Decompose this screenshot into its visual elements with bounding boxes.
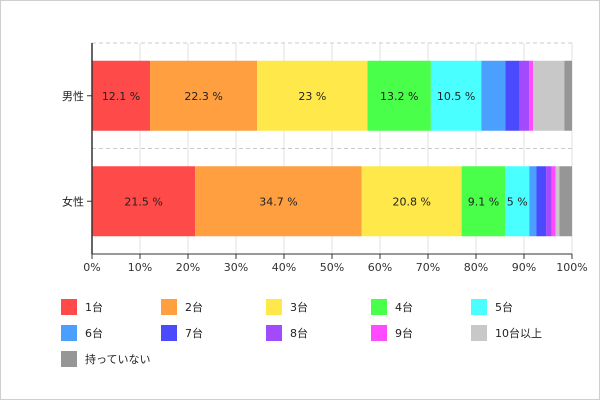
bar-segment — [195, 166, 362, 237]
legend-label: 10台以上 — [495, 327, 542, 340]
bar-segment — [529, 60, 534, 131]
x-tick-label: 10% — [128, 261, 152, 274]
x-tick-label: 40% — [272, 261, 296, 274]
data-label: 20.8 % — [392, 195, 430, 208]
bar-segment — [505, 166, 530, 237]
legend-label: 3台 — [290, 301, 308, 314]
x-tick-label: 90% — [512, 261, 536, 274]
legend-label: 2台 — [185, 301, 203, 314]
legend-label: 1台 — [85, 301, 103, 314]
legend-item: 6台 — [61, 325, 103, 341]
y-category-label: 男性 — [62, 89, 84, 103]
legend-item: 4台 — [371, 299, 413, 315]
x-tick-label: 80% — [464, 261, 488, 274]
legend-item: 2台 — [161, 299, 203, 315]
legend-item: 9台 — [371, 325, 413, 341]
bar-segment — [559, 166, 572, 237]
bar-segment — [92, 60, 151, 131]
bar-segment — [555, 166, 560, 237]
bar-segment — [536, 166, 547, 237]
data-label: 34.7 % — [259, 195, 297, 208]
data-label: 23 % — [298, 90, 326, 103]
x-tick-label: 50% — [320, 261, 344, 274]
data-label: 5 % — [507, 195, 528, 208]
bar-segment — [361, 166, 462, 237]
legend-swatch — [61, 299, 77, 315]
x-tick-label: 0% — [83, 261, 100, 274]
legend-swatch — [471, 299, 487, 315]
legend-swatch — [371, 299, 387, 315]
data-label: 9.1 % — [468, 195, 499, 208]
x-tick-label: 70% — [416, 261, 440, 274]
legend-item: 3台 — [266, 299, 308, 315]
data-label: 10.5 % — [437, 90, 475, 103]
data-label: 22.3 % — [184, 90, 222, 103]
x-tick-label: 20% — [176, 261, 200, 274]
legend-item: 1台 — [61, 299, 103, 315]
legend-swatch — [161, 325, 177, 341]
legend-swatch — [266, 325, 282, 341]
bar-segment — [533, 60, 565, 131]
legend-item: 5台 — [471, 299, 513, 315]
bar-segment — [367, 60, 431, 131]
legend-swatch — [161, 299, 177, 315]
data-label: 12.1 % — [102, 90, 140, 103]
legend-label: 持っていない — [85, 353, 151, 366]
bar-segment — [150, 60, 258, 131]
stacked-bar-chart: 0% 10% 20% 30% 40% 50% 60% 70% 80% 90% 100% 12.1 % 2… — [62, 42, 588, 274]
legend-swatch — [61, 325, 77, 341]
bar-segment — [430, 60, 482, 131]
x-tick-label: 60% — [368, 261, 392, 274]
bar-segment — [551, 166, 556, 237]
bar-segment — [481, 60, 506, 131]
bar-segment — [564, 60, 572, 131]
bar-segment — [546, 166, 552, 237]
legend-item: 7台 — [161, 325, 203, 341]
legend-swatch — [371, 325, 387, 341]
data-label: 21.5 % — [124, 195, 162, 208]
bar-segment — [257, 60, 368, 131]
data-label: 13.2 % — [380, 90, 418, 103]
bar-segment — [505, 60, 520, 131]
legend-label: 6台 — [85, 327, 103, 340]
legend-item: 持っていない — [61, 351, 150, 367]
legend-label: 4台 — [395, 301, 413, 314]
bar-segment — [92, 166, 196, 237]
legend-label: 7台 — [185, 327, 203, 340]
legend-item: 10台以上 — [471, 325, 542, 341]
legend-swatch — [471, 325, 487, 341]
x-tick-label: 100% — [556, 261, 587, 274]
legend-swatch — [266, 299, 282, 315]
bar-segment — [529, 166, 537, 237]
legend-label: 5台 — [495, 301, 513, 314]
bar-segment — [519, 60, 530, 131]
bar-segment — [461, 166, 506, 237]
legend-swatch — [61, 351, 77, 367]
legend-label: 9台 — [395, 327, 413, 340]
x-tick-label: 30% — [224, 261, 248, 274]
legend-item: 8台 — [266, 325, 308, 341]
y-category-label: 女性 — [62, 194, 84, 208]
legend-label: 8台 — [290, 327, 308, 340]
